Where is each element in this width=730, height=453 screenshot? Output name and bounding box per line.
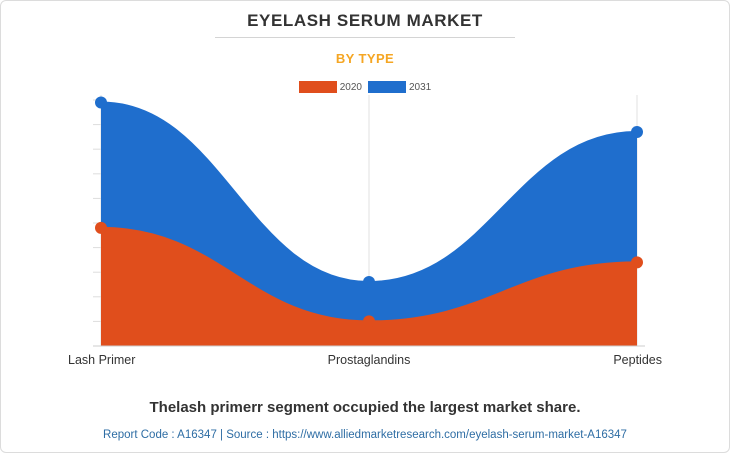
- data-point-2031-1: [363, 276, 375, 289]
- x-tick-label: Lash Primer: [68, 353, 135, 367]
- chart-title: EYELASH SERUM MARKET: [247, 11, 483, 30]
- legend-item-2020[interactable]: 2020: [298, 81, 362, 93]
- source-line[interactable]: Report Code : A16347 | Source : https://…: [103, 429, 627, 441]
- data-point-2031-2: [631, 125, 643, 138]
- data-point-2020-2: [631, 256, 643, 269]
- chart-legend: 2020 2031: [0, 80, 730, 94]
- chart-subtitle: BY TYPE: [335, 51, 395, 66]
- title-divider: [215, 37, 515, 38]
- legend-label-2031: 2031: [409, 81, 432, 93]
- x-tick-label: Peptides: [613, 353, 662, 367]
- data-point-2020-0: [95, 221, 107, 234]
- legend-label-2020: 2020: [339, 81, 362, 93]
- x-tick-label: Prostaglandins: [328, 353, 411, 367]
- legend-swatch-2020: [298, 81, 337, 93]
- series-area-2020: [101, 227, 637, 346]
- chart-footnote: Thelash primerr segment occupied the lar…: [149, 399, 581, 416]
- data-point-2020-1: [363, 315, 375, 328]
- legend-swatch-2031: [368, 81, 406, 93]
- legend-item-2031[interactable]: 2031: [368, 81, 431, 93]
- data-point-2031-0: [95, 96, 107, 109]
